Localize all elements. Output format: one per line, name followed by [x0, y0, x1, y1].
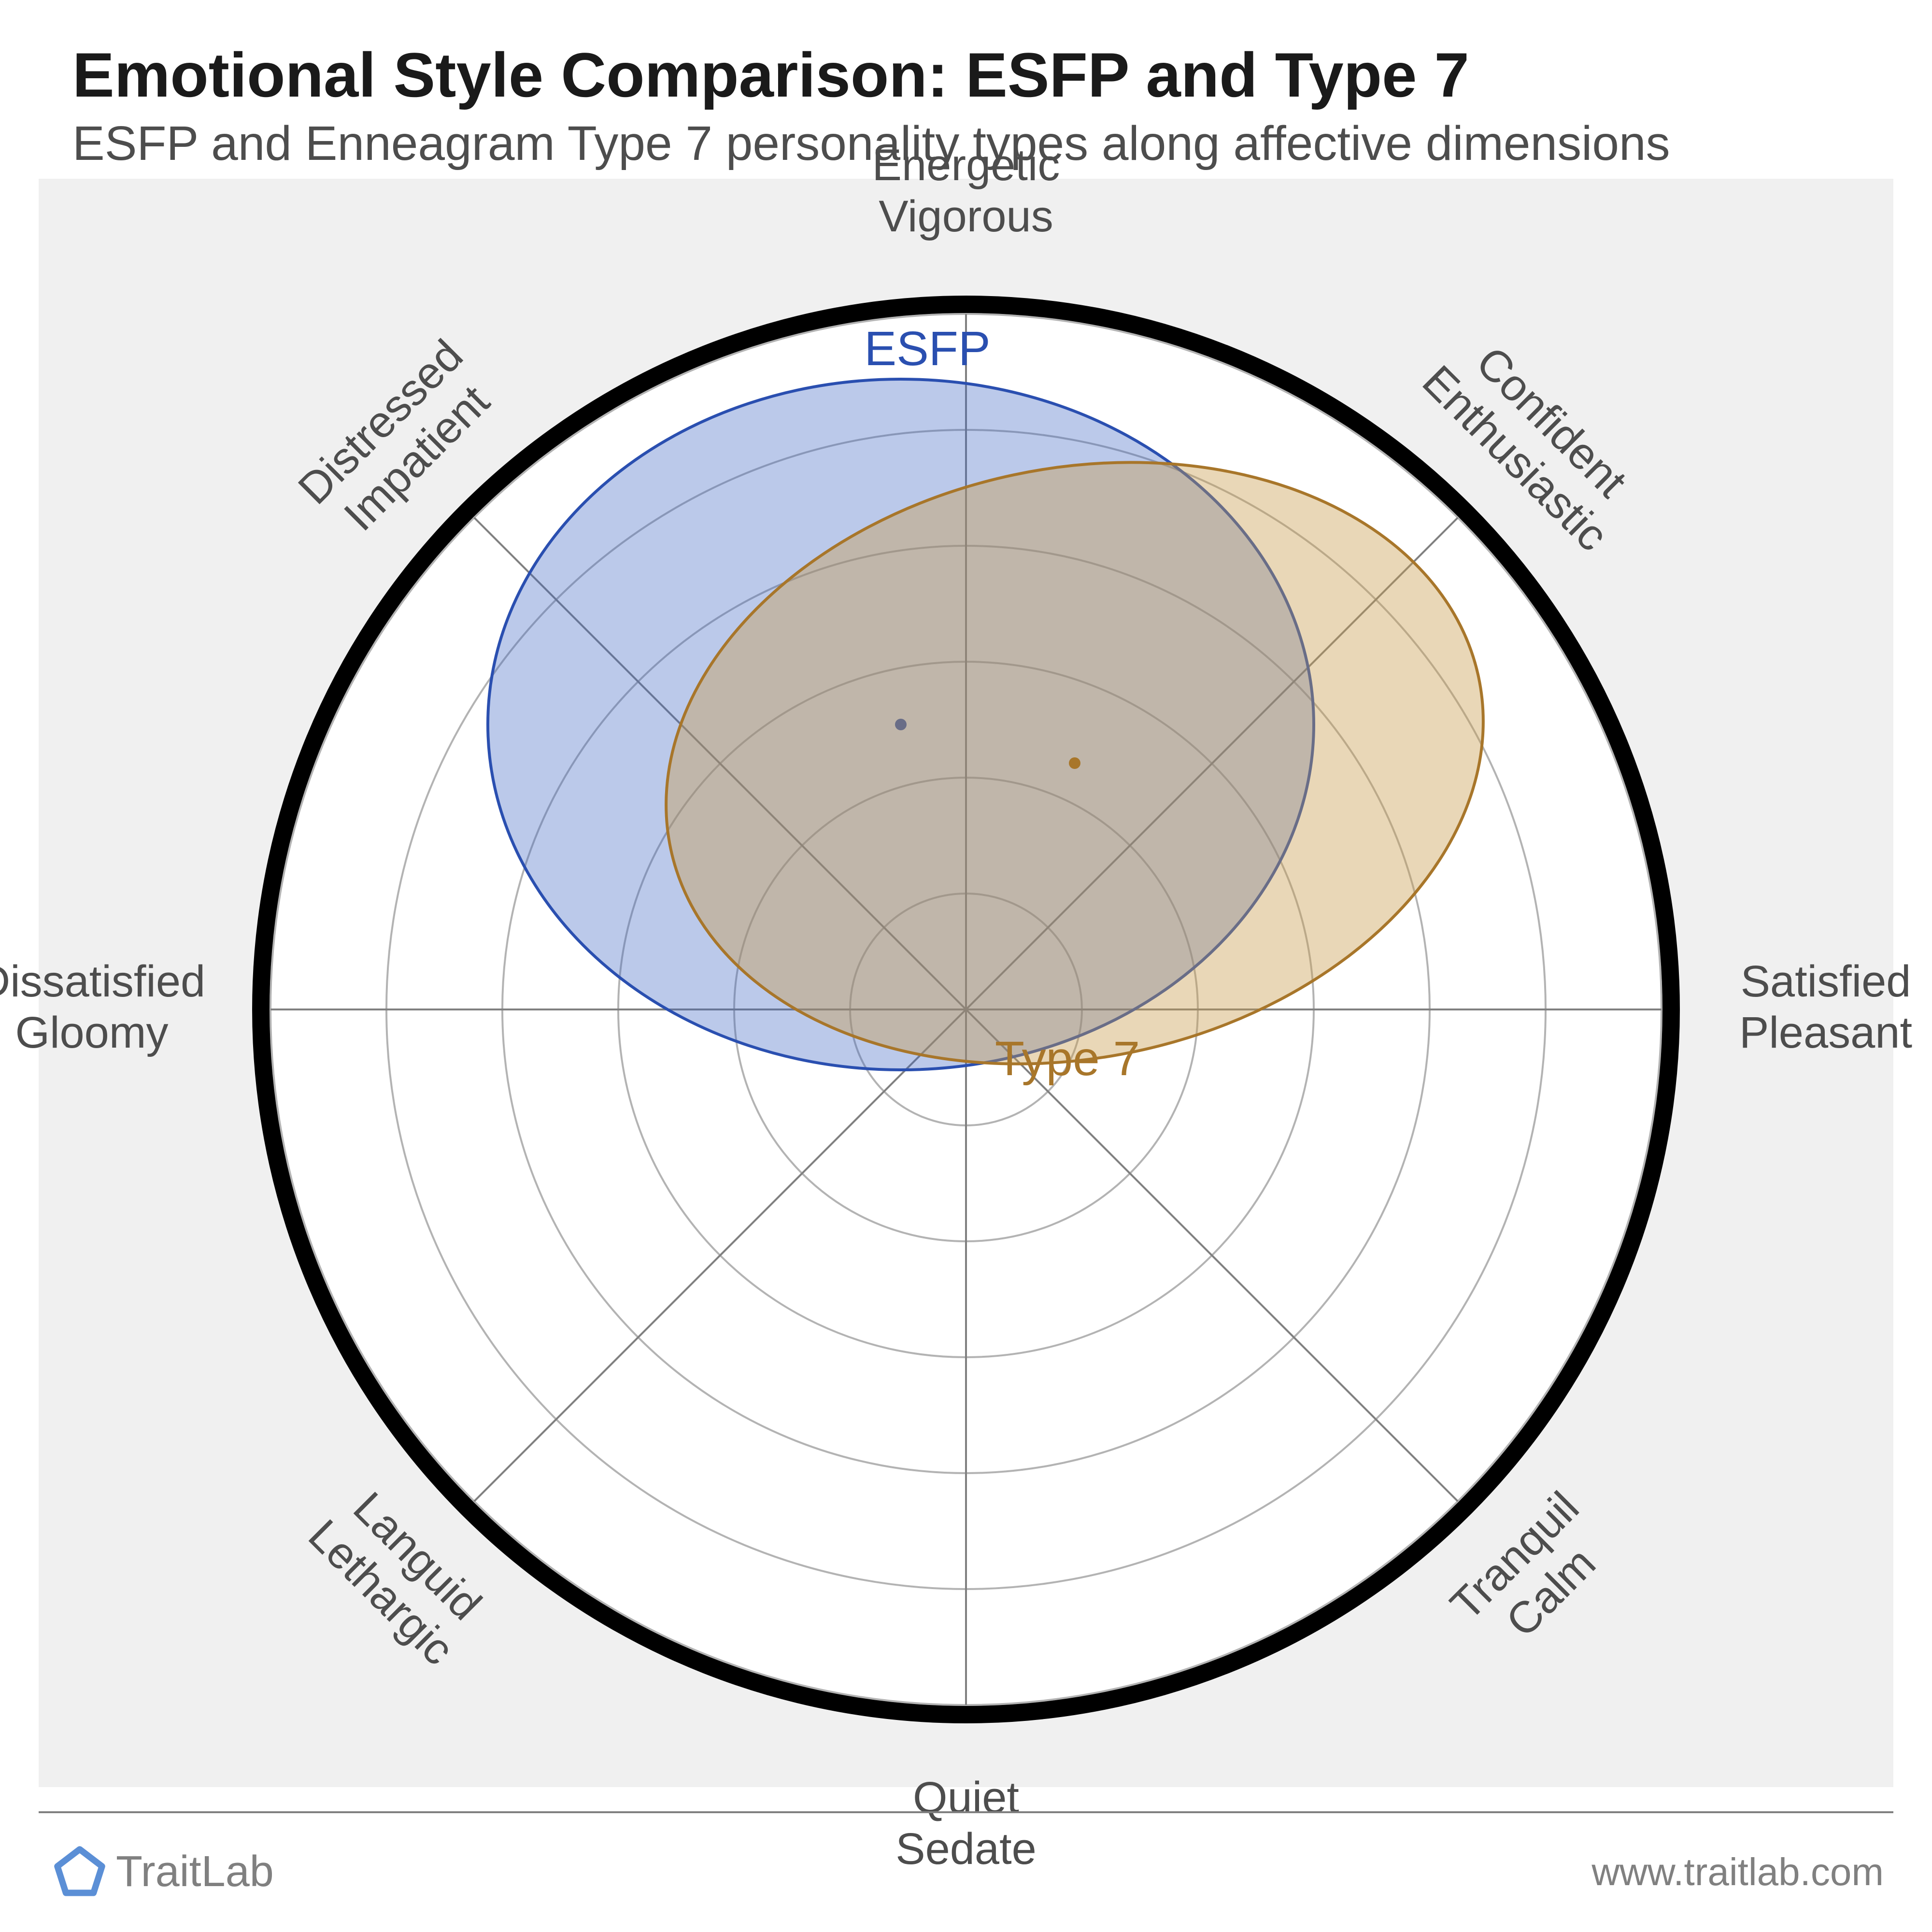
footer-divider	[39, 1811, 1893, 1813]
axis-label: Dissatisfied Gloomy	[0, 956, 285, 1059]
axis-label: Satisfied Pleasant	[1633, 956, 1932, 1059]
axis-label: Energetic Vigorous	[773, 140, 1159, 242]
series-label-type7: Type 7	[947, 1031, 1188, 1087]
axis-label: Quiet Sedate	[773, 1773, 1159, 1875]
brand-text: TraitLab	[116, 1847, 274, 1897]
brand: TraitLab	[53, 1845, 274, 1898]
footer-url: www.traitlab.com	[1591, 1850, 1884, 1894]
series-center-type7	[1069, 757, 1080, 769]
brand-pentagon-icon	[53, 1845, 106, 1898]
series-label-esfp: ESFP	[807, 321, 1048, 377]
